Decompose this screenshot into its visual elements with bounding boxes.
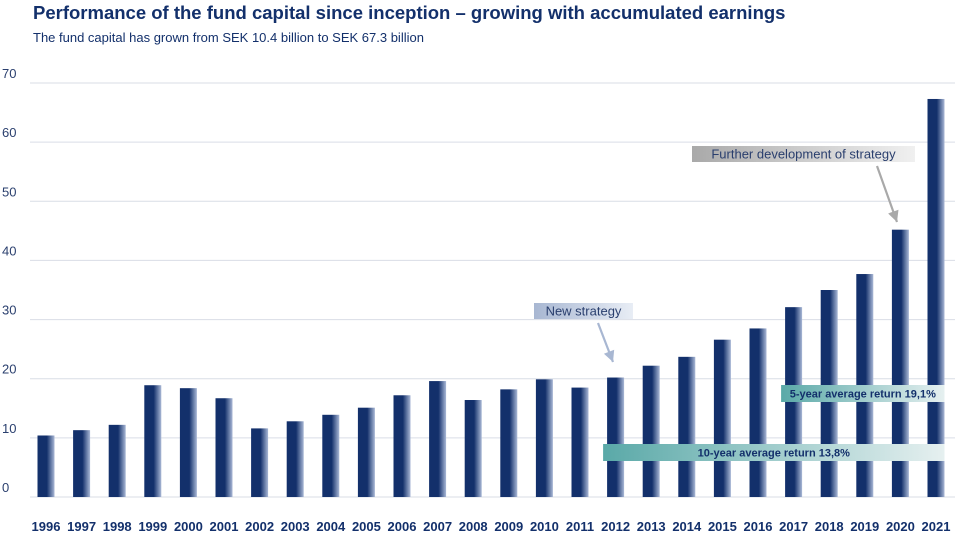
x-tick-label: 2011	[566, 519, 594, 534]
y-tick-label: 20	[2, 362, 16, 377]
bars	[37, 98, 945, 498]
y-tick-label: 70	[2, 66, 16, 81]
y-tick-label: 60	[2, 125, 16, 140]
x-tick-label: 2005	[352, 519, 381, 534]
x-axis-ticks: 1996 1997 1998 1999 2000 2001 2002 2003 2004 2005…	[32, 519, 951, 534]
x-tick-label: 2009	[494, 519, 523, 534]
x-tick-label: 1998	[103, 519, 132, 534]
chart-subtitle: The fund capital has grown from SEK 10.4…	[33, 30, 424, 45]
x-tick-label: 2013	[637, 519, 666, 534]
annotation-label: New strategy	[546, 304, 622, 319]
bar-2017	[785, 307, 803, 497]
annotation-arrowhead	[888, 209, 899, 222]
bar-2020	[891, 229, 909, 497]
bar-2007	[429, 381, 447, 497]
bar-2013	[642, 365, 660, 497]
bar-2004	[322, 414, 340, 497]
x-tick-label: 2003	[281, 519, 310, 534]
x-tick-label: 2004	[316, 519, 346, 534]
x-tick-label: 1996	[32, 519, 61, 534]
x-tick-label: 2008	[459, 519, 488, 534]
x-tick-label: 2002	[245, 519, 274, 534]
annotation-arrowhead	[603, 349, 615, 362]
bar-2003	[286, 421, 304, 497]
y-tick-label: 40	[2, 243, 16, 258]
bar-2005	[357, 407, 375, 497]
x-tick-label: 2006	[388, 519, 417, 534]
bar-2011	[571, 387, 589, 497]
annotation-box	[534, 303, 633, 319]
y-tick-label: 50	[2, 184, 16, 199]
x-tick-label: 2015	[708, 519, 737, 534]
band-10yr	[603, 444, 945, 461]
bar-1997	[73, 430, 91, 497]
annotations: New strategy Further development of strat…	[534, 146, 915, 363]
bar-2015	[713, 339, 731, 497]
bar-2002	[251, 428, 269, 497]
bar-2009	[500, 389, 518, 497]
x-tick-label: 2001	[210, 519, 239, 534]
bar-1998	[108, 424, 126, 497]
y-tick-label: 10	[2, 421, 16, 436]
annotation-label: Further development of strategy	[711, 147, 896, 162]
bar-2000	[179, 388, 197, 497]
x-tick-label: 2016	[744, 519, 773, 534]
band-5yr	[781, 385, 945, 402]
x-tick-label: 2020	[886, 519, 915, 534]
bar-2012	[607, 377, 625, 497]
bar-2001	[215, 398, 233, 497]
x-tick-label: 2000	[174, 519, 203, 534]
bar-2021	[927, 98, 945, 498]
y-axis-ticks: 0 10 20 30 40 50 60 70	[2, 66, 16, 495]
x-tick-label: 1997	[67, 519, 96, 534]
x-tick-label: 2012	[601, 519, 630, 534]
bar-1999	[144, 385, 162, 497]
x-tick-label: 2010	[530, 519, 559, 534]
x-tick-label: 2019	[850, 519, 879, 534]
gridlines	[30, 82, 955, 498]
x-tick-label: 2018	[815, 519, 844, 534]
y-tick-label: 0	[2, 480, 9, 495]
average-return-bands: 5-year average return 19,1% 10-year avera…	[603, 385, 945, 461]
x-tick-label: 2017	[779, 519, 808, 534]
annotation-box	[692, 146, 915, 162]
band-label: 5-year average return 19,1%	[790, 389, 936, 401]
band-label: 10-year average return 13,8%	[698, 448, 850, 460]
bar-2006	[393, 395, 411, 497]
bar-2010	[535, 379, 553, 497]
x-tick-label: 2014	[672, 519, 702, 534]
chart-title: Performance of the fund capital since in…	[33, 2, 786, 23]
bar-2008	[464, 400, 482, 497]
bar-2016	[749, 328, 767, 497]
bar-2014	[678, 356, 696, 497]
x-tick-label: 1999	[138, 519, 167, 534]
x-tick-label: 2021	[922, 519, 951, 534]
bar-1996	[37, 435, 55, 497]
x-tick-label: 2007	[423, 519, 452, 534]
y-tick-label: 30	[2, 303, 16, 318]
